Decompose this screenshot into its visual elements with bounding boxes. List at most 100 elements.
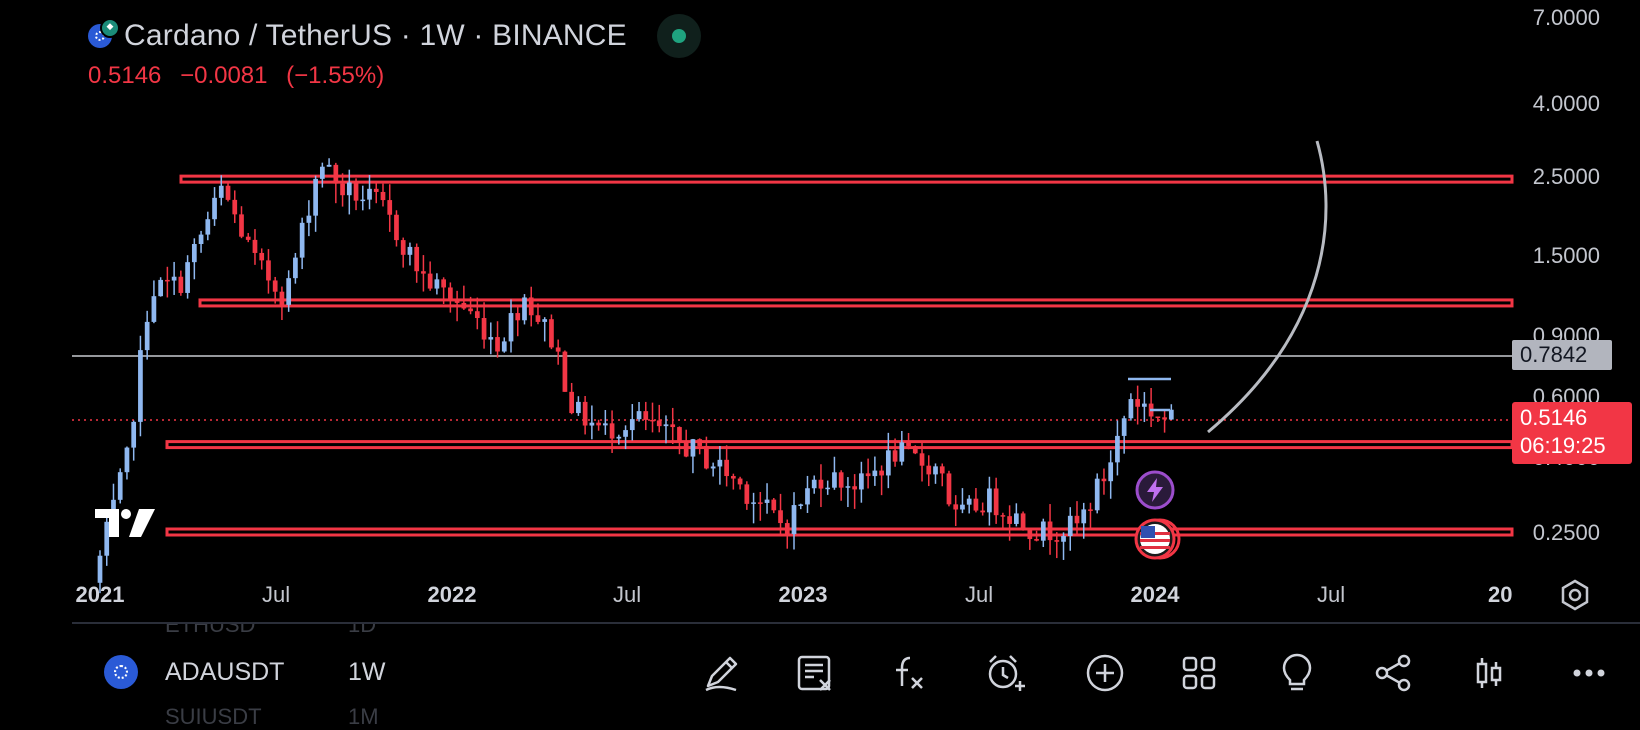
candle-body <box>663 424 669 427</box>
candle-body <box>1054 540 1060 542</box>
watchlist-next-symbol[interactable]: SUIUSDT <box>165 704 262 729</box>
candle-body <box>724 459 729 477</box>
candle-body <box>704 445 709 469</box>
us-economic-event-icon[interactable] <box>1130 515 1182 563</box>
candle-body <box>319 166 325 179</box>
candle-body <box>326 164 332 167</box>
more-icon[interactable] <box>1566 650 1612 696</box>
candle-body <box>1061 536 1066 542</box>
pen-icon[interactable] <box>698 650 744 696</box>
candle-body <box>245 236 251 240</box>
candle-body <box>845 486 851 488</box>
time-axis-label: Jul <box>262 582 291 607</box>
candle-body <box>939 466 945 474</box>
horizontal-level[interactable] <box>198 298 1514 308</box>
symbol-name[interactable]: ADAUSDT <box>165 658 285 686</box>
candle-body <box>906 442 911 447</box>
candle-body <box>97 555 103 583</box>
candle-body <box>481 318 487 340</box>
candle-body <box>562 351 568 392</box>
time-axis-label: Jul <box>613 582 642 607</box>
candle-body <box>165 279 170 282</box>
candle-body <box>346 182 352 196</box>
candle-body <box>454 300 460 303</box>
time-axis-label: 2022 <box>427 582 477 607</box>
last-price: 0.5146 <box>88 62 162 89</box>
candle-body <box>643 411 649 420</box>
candle-body <box>899 442 905 462</box>
bar-countdown: 06:19:25 <box>1520 433 1606 458</box>
candle-body <box>966 498 972 505</box>
candle-body <box>885 450 891 476</box>
candle-body <box>508 313 514 342</box>
grid-icon[interactable] <box>1176 650 1222 696</box>
symbol-coin-icon[interactable] <box>104 655 138 689</box>
candle-body <box>1128 399 1134 419</box>
ideas-icon[interactable] <box>1274 650 1320 696</box>
timeframe-label[interactable]: 1W <box>348 658 386 686</box>
price-axis-label: 1.5000 <box>1532 243 1600 268</box>
market-status-icon[interactable] <box>656 14 701 58</box>
horizontal-level[interactable] <box>179 174 1514 184</box>
candle-body <box>1067 515 1073 537</box>
candle-body <box>1074 515 1080 524</box>
candle-body <box>535 315 541 322</box>
watchlist-prev-symbol[interactable]: ETHUSD <box>165 612 256 637</box>
candle-body <box>124 447 130 473</box>
candle-body <box>313 178 318 216</box>
add-icon[interactable] <box>1082 650 1128 696</box>
candle-body <box>528 297 534 316</box>
crosshair-price-tag: 0.7842 <box>1512 340 1612 370</box>
news-icon[interactable] <box>792 650 838 696</box>
candle-body <box>252 239 258 253</box>
candle-body <box>1040 521 1046 541</box>
candle-body <box>171 276 177 281</box>
candle-body <box>677 427 682 441</box>
candle-body <box>946 473 952 505</box>
horizontal-level[interactable] <box>165 440 1514 450</box>
candle-body <box>1162 417 1167 420</box>
candle-body <box>299 222 305 258</box>
candle-body <box>522 297 527 321</box>
candle-body <box>501 341 507 352</box>
chart-title[interactable]: Cardano / TetherUS · 1W · BINANCE <box>124 19 627 52</box>
watchlist-next-timeframe: 1M <box>348 704 379 729</box>
candle-body <box>225 185 231 200</box>
candle-body <box>279 291 285 305</box>
horizontal-level[interactable] <box>165 527 1514 537</box>
candle-body <box>549 319 554 348</box>
premium-gem-icon: ◆ <box>100 18 120 38</box>
candles-icon[interactable] <box>1466 650 1512 696</box>
alert-icon[interactable] <box>982 650 1028 696</box>
candle-body <box>461 302 467 309</box>
time-axis-label: 20 <box>1488 582 1513 607</box>
panel-separator <box>72 622 1640 624</box>
candle-body <box>448 287 453 301</box>
share-icon[interactable] <box>1370 650 1416 696</box>
candle-body <box>488 337 494 340</box>
candle-body <box>832 472 837 488</box>
candle-body <box>609 423 615 439</box>
candle-body <box>616 436 622 439</box>
candle-body <box>1034 539 1039 541</box>
candle-body <box>515 313 521 321</box>
candle-body <box>764 499 770 503</box>
candle-body <box>683 440 689 457</box>
candle-body <box>373 188 379 192</box>
candle-body <box>266 260 271 281</box>
chart-settings-icon[interactable] <box>1558 578 1592 612</box>
indicators-icon[interactable] <box>886 650 932 696</box>
candle-body <box>306 215 312 223</box>
candle-body <box>218 185 224 198</box>
time-axis-label: Jul <box>965 582 994 607</box>
candle-body <box>602 423 608 426</box>
last-price-tag-value: 0.5146 <box>1520 405 1588 430</box>
candle-body <box>1115 435 1120 463</box>
lightning-event-icon[interactable] <box>1133 468 1177 512</box>
price-axis-label: 4.0000 <box>1532 91 1600 116</box>
candle-body <box>717 459 723 467</box>
candle-body <box>656 420 662 427</box>
candle-body <box>731 476 736 479</box>
candle-body <box>980 510 986 513</box>
